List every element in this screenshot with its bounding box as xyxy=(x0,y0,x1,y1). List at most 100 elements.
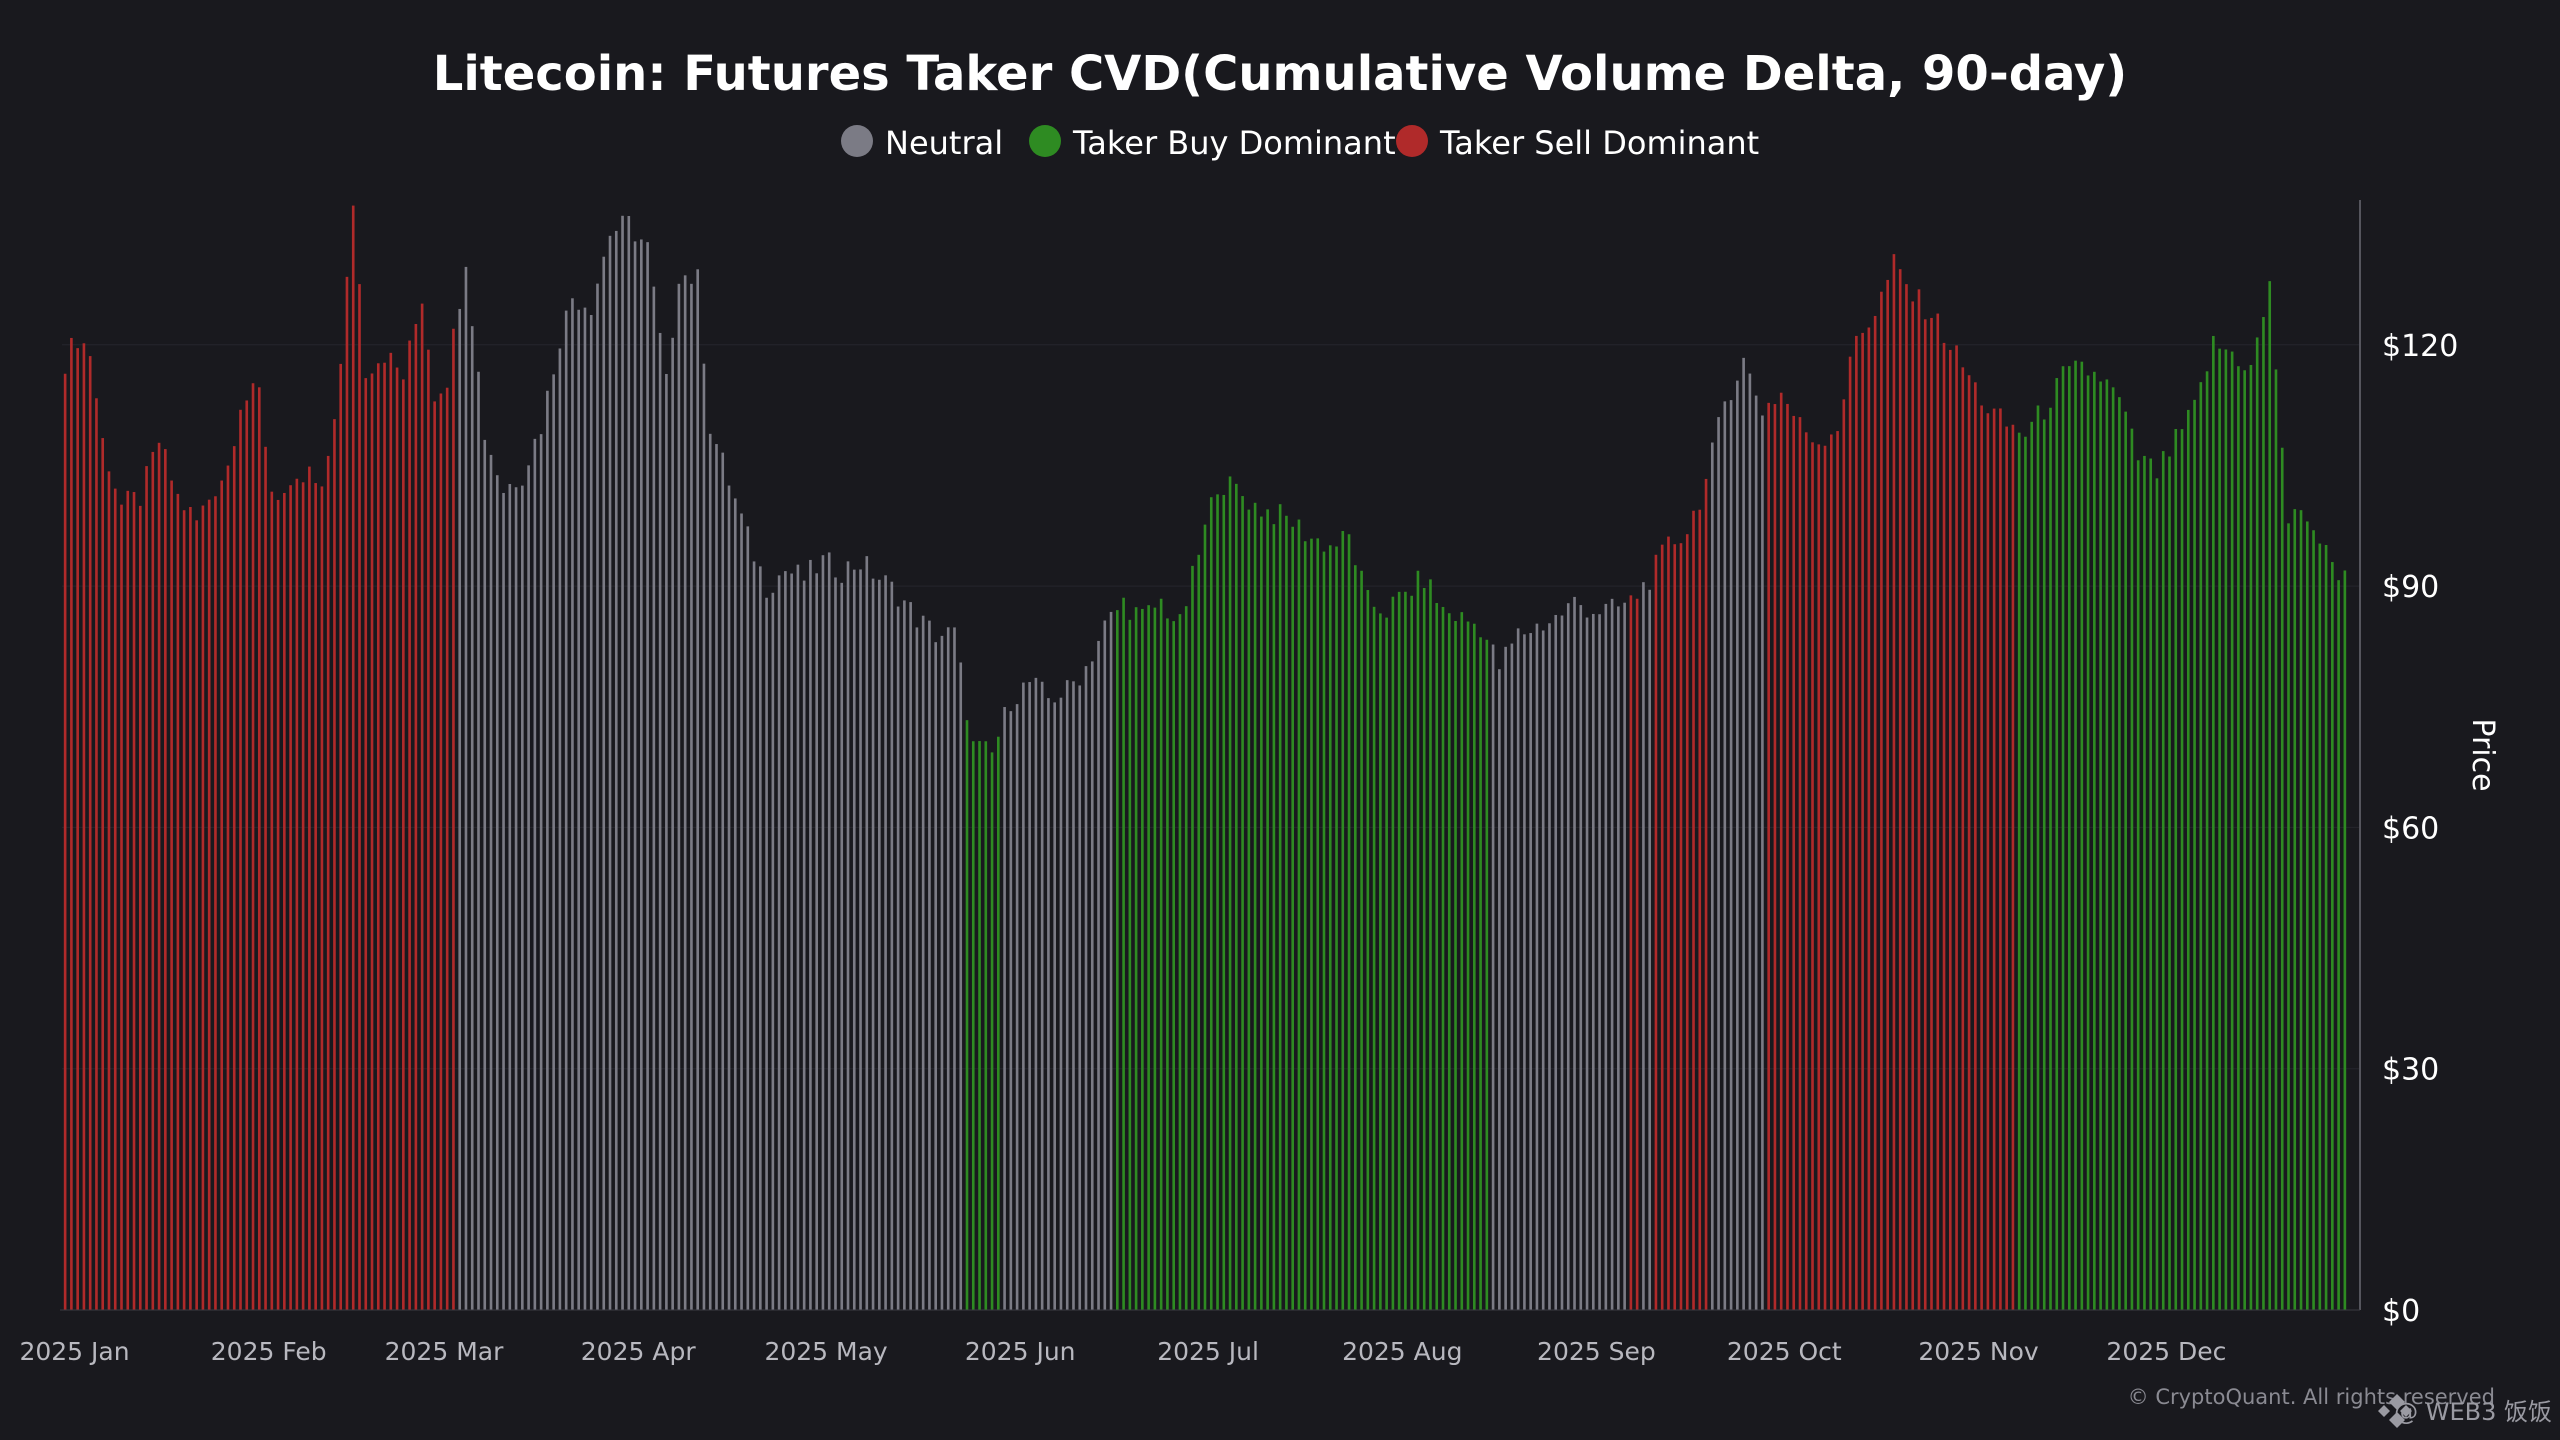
price-bar xyxy=(1184,606,1188,1310)
price-bar xyxy=(433,401,436,1310)
price-bar xyxy=(1479,637,1482,1310)
price-bar xyxy=(2093,371,2096,1310)
price-bar xyxy=(1673,544,1677,1310)
price-bar xyxy=(558,348,562,1311)
price-bar xyxy=(1472,623,1476,1310)
price-bar xyxy=(2005,426,2008,1310)
price-bar xyxy=(182,510,186,1311)
price-bar xyxy=(846,561,850,1310)
price-bar xyxy=(2143,455,2146,1310)
price-bar xyxy=(2237,366,2240,1311)
price-bar xyxy=(784,571,787,1310)
price-bar xyxy=(1103,620,1107,1310)
price-bar xyxy=(1773,404,1777,1310)
binance-icon xyxy=(2378,1394,2412,1428)
price-bar xyxy=(1209,497,1213,1311)
price-bar xyxy=(777,575,781,1310)
price-bar xyxy=(1617,606,1620,1310)
price-bar xyxy=(2124,411,2127,1310)
price-bar xyxy=(1097,640,1100,1310)
price-bar xyxy=(1516,628,1520,1310)
price-bar xyxy=(796,564,800,1310)
price-bar xyxy=(1047,698,1050,1310)
price-bar xyxy=(1742,357,1745,1310)
price-bar xyxy=(1836,431,1839,1310)
price-bar xyxy=(1585,617,1589,1310)
price-bar xyxy=(1354,565,1357,1310)
price-bar xyxy=(2149,458,2153,1310)
price-bar xyxy=(733,498,737,1310)
price-bar xyxy=(1022,682,1025,1310)
price-bar xyxy=(596,283,599,1310)
price-bar xyxy=(1391,596,1395,1310)
price-bar xyxy=(464,266,468,1310)
price-bar xyxy=(1861,332,1864,1310)
price-bar xyxy=(1247,509,1251,1310)
price-bar xyxy=(301,482,305,1310)
price-bar xyxy=(1635,598,1639,1310)
price-bar xyxy=(458,308,462,1311)
price-bar xyxy=(408,340,411,1310)
price-bars xyxy=(63,205,2347,1311)
price-bar xyxy=(2180,429,2184,1310)
price-bar xyxy=(759,566,762,1310)
price-bar xyxy=(1235,483,1238,1311)
x-tick-label: 2025 Jun xyxy=(965,1337,1076,1366)
price-bar xyxy=(320,486,324,1310)
price-bar xyxy=(345,276,349,1311)
price-bar xyxy=(514,487,518,1310)
price-bar xyxy=(1523,634,1526,1310)
price-bar xyxy=(1510,643,1514,1310)
price-bar xyxy=(1974,382,1977,1310)
price-bar xyxy=(702,363,706,1310)
price-bar xyxy=(1485,639,1489,1310)
price-bar xyxy=(2067,366,2071,1310)
price-bar xyxy=(990,752,994,1310)
price-bar xyxy=(978,741,981,1310)
price-bar xyxy=(1660,544,1664,1310)
x-tick-label: 2025 Oct xyxy=(1727,1337,1842,1366)
price-bar xyxy=(1009,711,1013,1310)
price-bar xyxy=(583,307,587,1310)
price-bar xyxy=(2255,337,2259,1310)
price-bar xyxy=(1460,612,1464,1310)
price-bar xyxy=(151,451,155,1310)
price-bar xyxy=(746,526,750,1310)
price-bar xyxy=(1729,400,1733,1311)
x-tick-label: 2025 Sep xyxy=(1537,1337,1656,1366)
price-bar xyxy=(834,577,837,1310)
price-bar xyxy=(1792,415,1796,1310)
price-bar xyxy=(1003,707,1006,1310)
price-bar xyxy=(489,454,493,1310)
price-bar xyxy=(815,573,819,1310)
price-bar xyxy=(1090,661,1094,1310)
price-bar xyxy=(2049,407,2052,1310)
price-bar xyxy=(226,465,230,1310)
price-bar xyxy=(564,310,568,1310)
price-bar xyxy=(1040,681,1044,1310)
price-bar xyxy=(107,471,111,1310)
price-bar xyxy=(2268,281,2272,1310)
price-bar xyxy=(1923,319,1927,1310)
price-bar xyxy=(1804,432,1808,1310)
price-bar xyxy=(2287,523,2290,1310)
price-bar xyxy=(934,642,938,1310)
price-bar xyxy=(696,269,700,1310)
price-bar xyxy=(1535,623,1539,1310)
price-bar xyxy=(1504,646,1507,1310)
price-bar xyxy=(1698,509,1702,1311)
price-bar xyxy=(527,465,530,1310)
price-bar xyxy=(2155,478,2159,1310)
price-bar xyxy=(1122,597,1125,1310)
price-bar xyxy=(2280,447,2284,1311)
price-bar xyxy=(1310,538,1313,1310)
y-tick-label: $120 xyxy=(2382,329,2458,364)
price-bar xyxy=(1260,516,1263,1310)
price-bar xyxy=(1197,554,1201,1310)
price-bar xyxy=(1948,349,1952,1310)
price-bar xyxy=(965,720,969,1310)
price-bar xyxy=(1303,541,1307,1310)
price-bar xyxy=(439,393,443,1310)
price-bar xyxy=(201,505,205,1310)
